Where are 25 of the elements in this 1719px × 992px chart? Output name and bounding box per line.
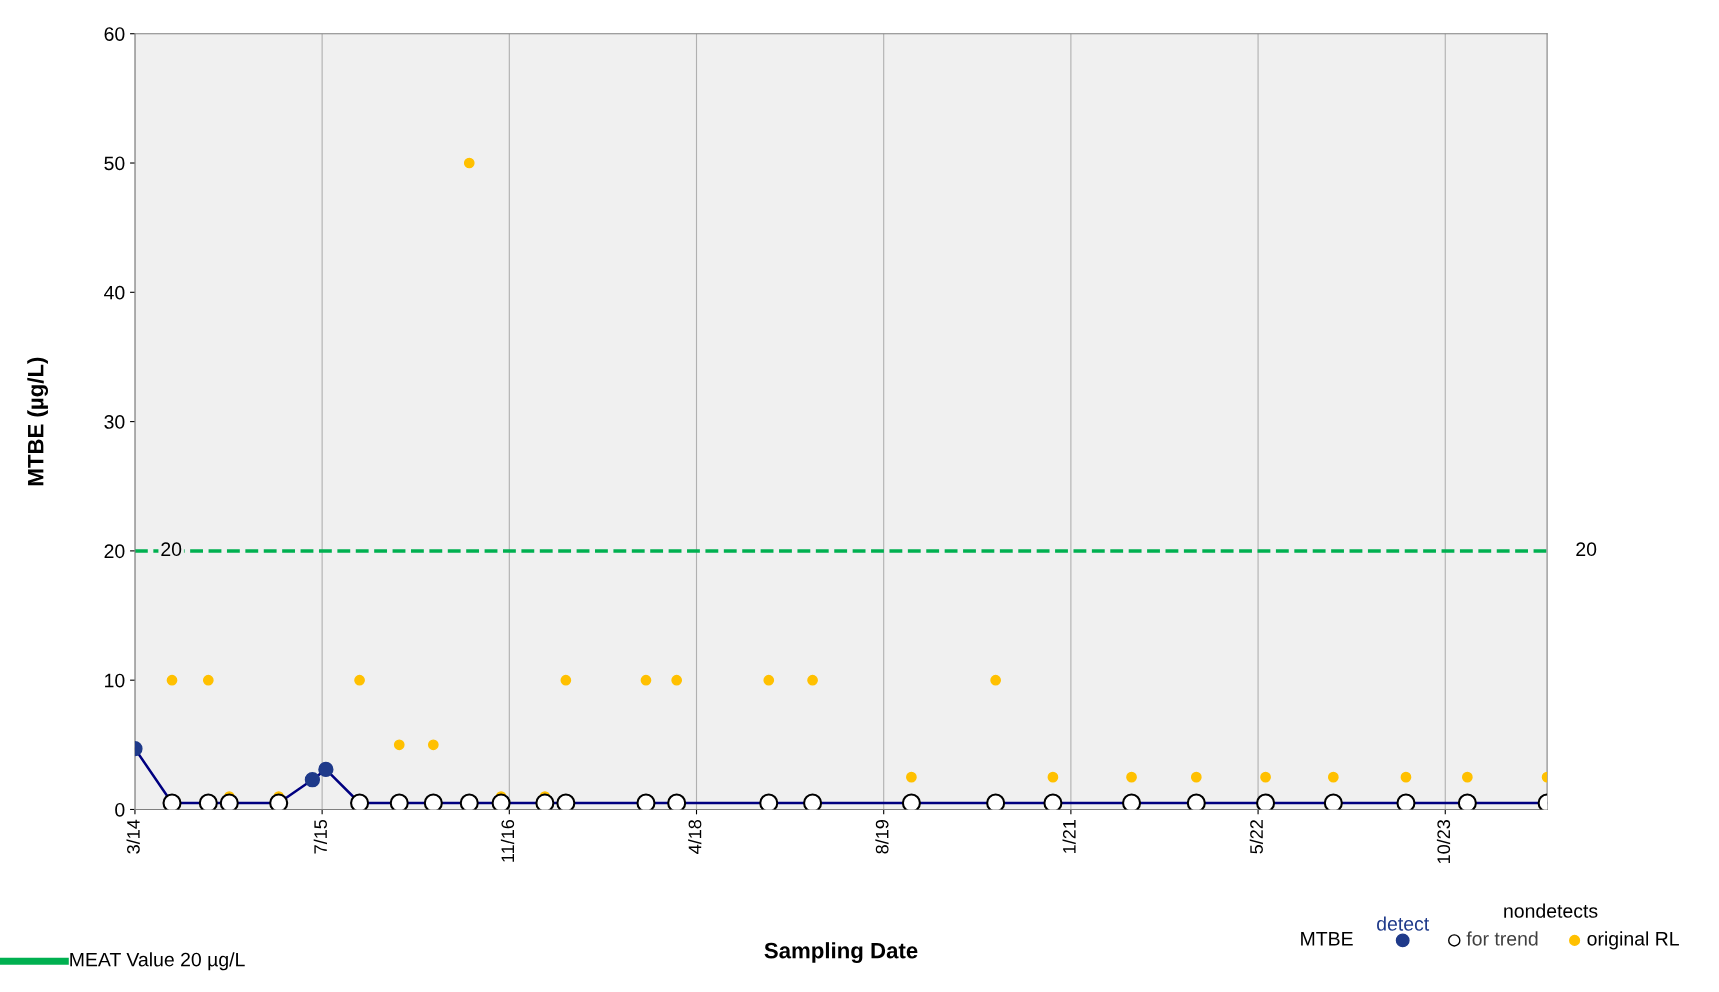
y-axis-title: MTBE (µg/L)	[27, 357, 49, 486]
ref-line-label: 20	[161, 542, 182, 557]
x-tick-label: 10/23	[1436, 819, 1451, 863]
x-tick-label: 4/18	[688, 819, 702, 854]
text: detect	[1377, 916, 1430, 931]
y-tick-label: 50	[104, 156, 125, 171]
legend-title: MTBE	[1301, 932, 1353, 946]
x-axis-title: Sampling Date	[764, 942, 918, 963]
text: 20	[1576, 542, 1597, 557]
x-tick-label: 7/15	[313, 819, 327, 854]
x-tick-label: 8/19	[875, 820, 889, 854]
x-tick-label: 5/22	[1249, 820, 1263, 854]
y-tick-label: 20	[104, 544, 125, 559]
x-tick-label: 11/16	[500, 819, 515, 862]
y-tick-label: 10	[105, 673, 125, 688]
text: nondetects	[1504, 903, 1598, 918]
y-tick-label: 30	[104, 415, 125, 429]
y-tick-label: 40	[104, 285, 125, 300]
y-tick-label: 60	[104, 27, 125, 41]
text: MEAT Value 20 µg/L	[70, 952, 245, 971]
x-tick-label: 3/14	[126, 819, 140, 854]
legend-label: original RL	[1587, 931, 1679, 950]
legend-label: for trend	[1466, 931, 1538, 946]
x-tick-label: 1/21	[1062, 820, 1076, 853]
y-tick-label: 0	[115, 802, 125, 817]
